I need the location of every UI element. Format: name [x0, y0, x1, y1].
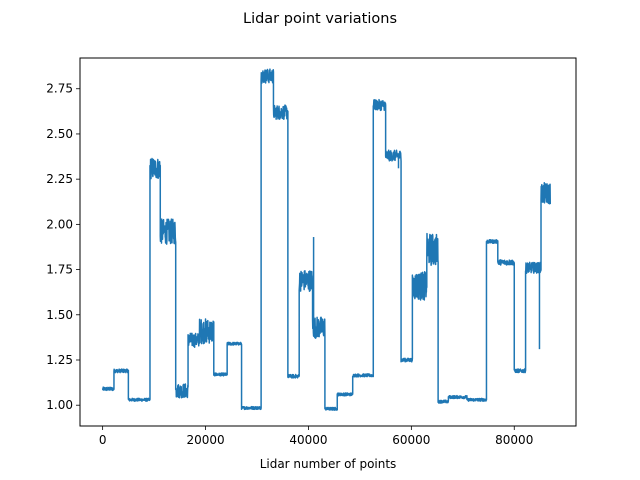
x-tick-label: 80000 — [495, 433, 533, 447]
axes-frame — [80, 58, 576, 426]
x-tick-label: 20000 — [186, 433, 224, 447]
y-tick-label: 1.25 — [46, 353, 73, 367]
series-line — [103, 69, 551, 410]
y-tick-label: 1.00 — [46, 398, 73, 412]
y-tick-label: 2.75 — [46, 82, 73, 96]
x-tick-label: 40000 — [289, 433, 327, 447]
y-tick-label: 2.00 — [46, 217, 73, 231]
x-axis-label: Lidar number of points — [260, 457, 397, 471]
y-tick-label: 2.50 — [46, 127, 73, 141]
x-tick-label: 60000 — [392, 433, 430, 447]
plot-area — [103, 69, 551, 410]
x-axis: 0 20000 40000 60000 80000 — [99, 426, 534, 447]
x-tick-label: 0 — [99, 433, 107, 447]
y-axis: 1.00 1.25 1.50 1.75 2.00 2.25 2.50 2.75 — [46, 82, 80, 412]
y-tick-label: 1.75 — [46, 263, 73, 277]
y-tick-label: 1.50 — [46, 308, 73, 322]
y-tick-label: 2.25 — [46, 172, 73, 186]
chart-title: Lidar point variations — [243, 11, 397, 27]
